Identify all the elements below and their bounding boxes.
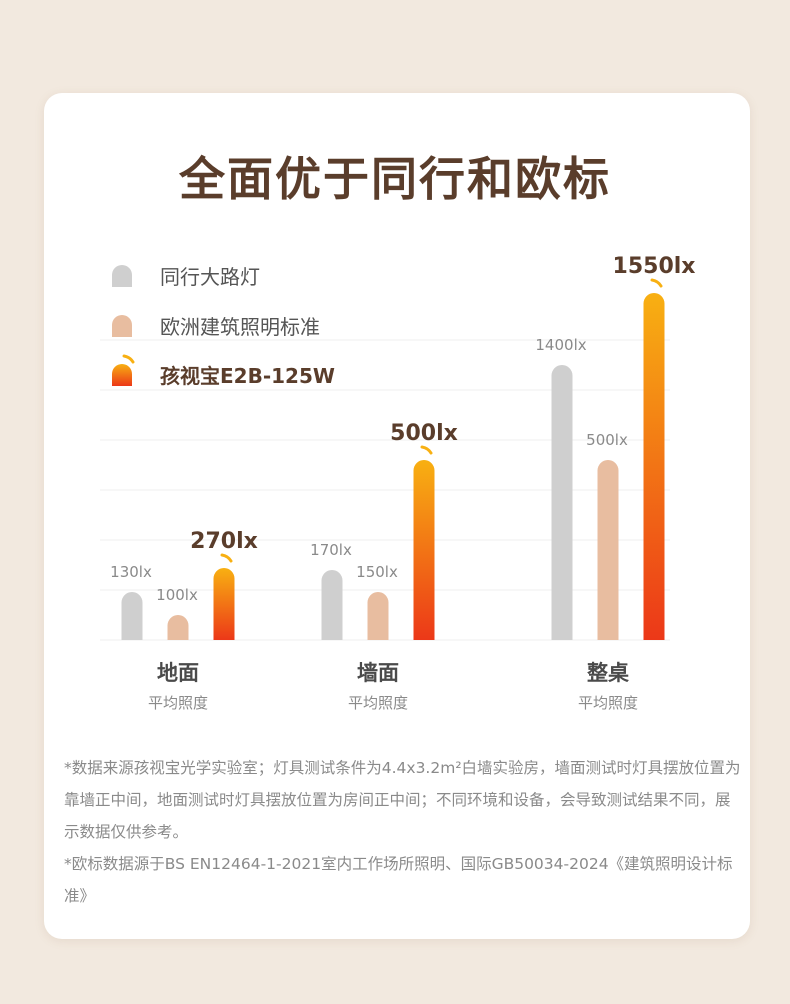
bar-1-2 xyxy=(597,460,619,640)
legend-accent-mark xyxy=(122,354,135,364)
data-label: 500lx xyxy=(586,431,628,449)
legend-label-1: 欧洲建筑照明标准 xyxy=(160,315,320,339)
footnote-source: *数据来源孩视宝光学实验室；灯具测试条件为4.4x3.2m²白墙实验房，墙面测试… xyxy=(64,759,741,841)
data-label-brand: 1550lx xyxy=(613,254,696,279)
bar-1-0 xyxy=(167,615,189,640)
legend-swatch-0 xyxy=(112,265,132,287)
legend-swatch-2 xyxy=(112,364,132,386)
data-label: 170lx xyxy=(310,541,352,559)
data-label-brand: 500lx xyxy=(390,421,458,446)
bar-0-2 xyxy=(551,365,573,640)
category-sublabel: 平均照度 xyxy=(148,694,208,712)
footnote-eu-standard: *欧标数据源于BS EN12464-1-2021室内工作场所照明、国际GB500… xyxy=(64,855,733,905)
bar-0-0 xyxy=(121,592,143,640)
legend-label-2: 孩视宝E2B-125W xyxy=(160,364,335,388)
legend-swatch-1 xyxy=(112,315,132,337)
accent-mark xyxy=(420,445,433,455)
content-card xyxy=(44,93,750,939)
accent-mark xyxy=(650,278,663,288)
category-label: 地面 xyxy=(157,661,199,685)
bar-2-2 xyxy=(643,293,665,640)
data-label: 130lx xyxy=(110,563,152,581)
bar-0-1 xyxy=(321,570,343,640)
category-label: 整桌 xyxy=(587,661,630,685)
data-label: 1400lx xyxy=(535,336,586,354)
data-label-brand: 270lx xyxy=(190,529,258,554)
data-label: 100lx xyxy=(156,586,198,604)
page-title: 全面优于同行和欧标 xyxy=(179,152,611,206)
accent-mark xyxy=(220,553,233,563)
category-sublabel: 平均照度 xyxy=(348,694,408,712)
footnotes: *数据来源孩视宝光学实验室；灯具测试条件为4.4x3.2m²白墙实验房，墙面测试… xyxy=(64,752,744,912)
bar-1-1 xyxy=(367,592,389,640)
category-sublabel: 平均照度 xyxy=(578,694,638,712)
bar-2-1 xyxy=(413,460,435,640)
category-label: 墙面 xyxy=(357,661,399,685)
bar-2-0 xyxy=(213,568,235,640)
data-label: 150lx xyxy=(356,563,398,581)
legend-label-0: 同行大路灯 xyxy=(160,265,260,289)
